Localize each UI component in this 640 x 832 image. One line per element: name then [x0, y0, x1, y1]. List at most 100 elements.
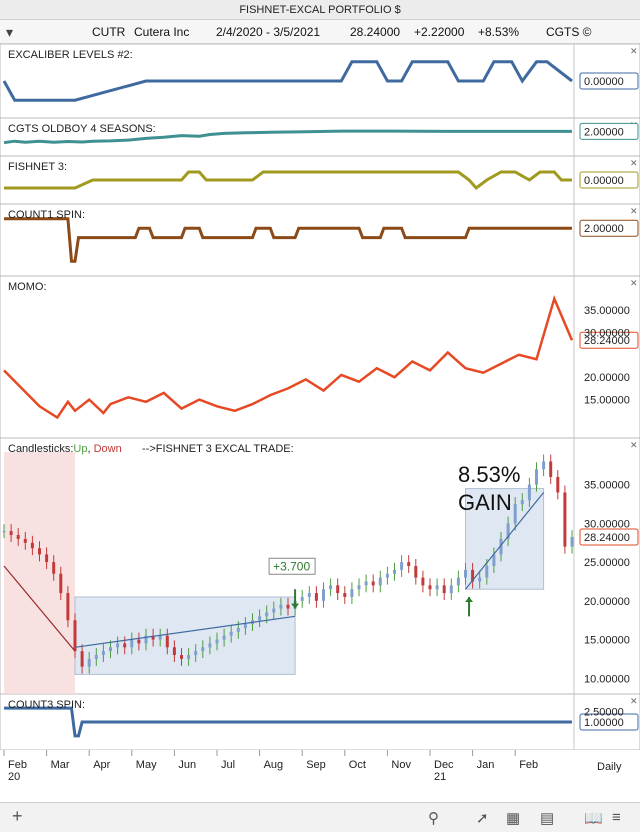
gain-annotation-bg — [268, 557, 316, 575]
price-ytick-2: 25.00000 — [584, 557, 630, 569]
x-year-label-0: 20 — [8, 771, 20, 783]
company-name: Cutera Inc — [134, 25, 190, 39]
search-icon[interactable]: ⚲ — [428, 810, 439, 827]
symbol-bar: ▾ CUTR Cutera Inc 2/4/2020 - 3/5/2021 28… — [0, 20, 640, 44]
candle-body — [286, 604, 290, 609]
percent-change: +8.53% — [478, 25, 520, 39]
value-box-bg-fishnet — [579, 171, 639, 189]
fishnet-series-line — [4, 170, 572, 191]
ticker-symbol[interactable]: CUTR — [92, 25, 126, 39]
candle-body — [527, 484, 531, 501]
x-month-label-7: Sep — [306, 759, 326, 771]
panel-icon[interactable]: ▤ — [540, 810, 555, 827]
brand-label: CGTS © — [546, 25, 592, 39]
x-month-label-1: Mar — [51, 759, 70, 771]
candle-body — [492, 554, 496, 566]
candle-body — [371, 581, 375, 586]
candle-body — [385, 573, 389, 578]
candle-body — [187, 655, 191, 659]
candle-body — [272, 608, 276, 613]
x-month-label-10: Dec — [434, 759, 454, 771]
momo-ytick-1: 30.00000 — [584, 327, 630, 339]
candle-body — [208, 643, 212, 648]
panel-oldboy — [0, 117, 640, 157]
candle-body — [343, 593, 347, 597]
value-box-label-oldboy: 2.00000 — [584, 126, 624, 138]
gain-percent-label: 8.53% — [458, 462, 520, 487]
candle-body — [130, 639, 134, 648]
candle-body — [542, 461, 546, 470]
candle-body — [109, 647, 112, 652]
oldboy-title: CGTS OLDBOY 4 SEASONS: — [8, 123, 156, 135]
candle-body — [2, 531, 6, 533]
window-title: FISHNET-EXCAL PORTFOLIO $ — [0, 0, 640, 20]
gain-annotation-box: +3.700 — [268, 557, 316, 575]
candle-body — [151, 635, 155, 640]
candle-body — [329, 585, 333, 590]
candle-body — [94, 655, 98, 659]
candle-body — [393, 569, 396, 574]
candle-body — [350, 589, 354, 597]
legend-sep: , — [87, 443, 93, 455]
count1-title: COUNT1 SPIN: — [8, 209, 85, 221]
count3-series-line — [4, 706, 572, 738]
candle-body — [165, 635, 169, 648]
count3-ytick-0: 2.50000 — [584, 707, 624, 719]
candle-body — [258, 616, 262, 621]
candle-body — [80, 651, 84, 667]
candle-body — [194, 651, 198, 656]
value-box-bg-oldboy — [579, 122, 639, 140]
candle-body — [123, 643, 127, 648]
candle-body — [485, 566, 489, 578]
x-month-label-0: Feb — [8, 759, 27, 771]
list-icon[interactable]: ≡ — [612, 809, 621, 826]
period-label: Daily — [597, 761, 622, 773]
candle-body — [407, 562, 411, 566]
candle-body — [300, 596, 304, 601]
x-month-label-11: Jan — [477, 759, 495, 771]
candle-body — [400, 562, 404, 570]
x-month-label-4: Jun — [178, 759, 196, 771]
candle-body — [279, 604, 283, 609]
legend-down: Down — [94, 443, 122, 455]
candle-body — [73, 620, 77, 652]
candle-body — [137, 639, 141, 644]
plus-icon[interactable]: + — [12, 806, 23, 826]
candle-body — [364, 581, 368, 586]
menu-arrow-icon[interactable]: ▾ — [6, 24, 14, 40]
value-box-label-momo: 28.24000 — [584, 335, 630, 347]
trend-line-0 — [3, 565, 76, 652]
candle-body — [66, 593, 70, 621]
panel-close-icon-momo: ✕ — [630, 278, 638, 288]
count3-title: COUNT3 SPIN: — [8, 699, 85, 711]
gain-annotation-text: +3.700 — [273, 559, 310, 573]
grid-icon[interactable]: ▦ — [506, 810, 521, 827]
candle-body — [180, 655, 183, 659]
candle-body — [456, 577, 460, 586]
candle-body — [158, 635, 162, 640]
value-box-label-excal: 0.00000 — [584, 76, 624, 88]
candle-body — [428, 585, 432, 590]
date-range[interactable]: 2/4/2020 - 3/5/2021 — [216, 25, 321, 39]
book-icon[interactable]: 📖 — [584, 810, 603, 827]
x-month-label-9: Nov — [391, 759, 411, 771]
candle-body — [471, 569, 475, 582]
price-ytick-1: 30.00000 — [584, 518, 630, 530]
candle-body — [570, 537, 574, 547]
candle-body — [144, 635, 148, 644]
value-box-label-fishnet: 0.00000 — [584, 175, 624, 187]
candle-body — [442, 585, 446, 594]
candle-body — [201, 647, 205, 652]
entry-arrow-down-head — [291, 603, 300, 609]
draw-icon[interactable]: ➚ — [476, 810, 489, 827]
value-box-bg-count1 — [579, 219, 639, 237]
candle-body — [556, 476, 560, 493]
x-month-label-5: Jul — [221, 759, 235, 771]
value-box-bg-count3 — [579, 713, 639, 731]
panel-close-icon-fishnet: ✕ — [630, 158, 638, 168]
gain-word-label: GAIN — [458, 490, 512, 515]
candle-body — [215, 639, 219, 644]
trade-title: -->FISHNET 3 EXCAL TRADE: — [142, 443, 294, 455]
candle-body — [16, 535, 20, 539]
panel-close-icon-count1: ✕ — [630, 206, 638, 216]
